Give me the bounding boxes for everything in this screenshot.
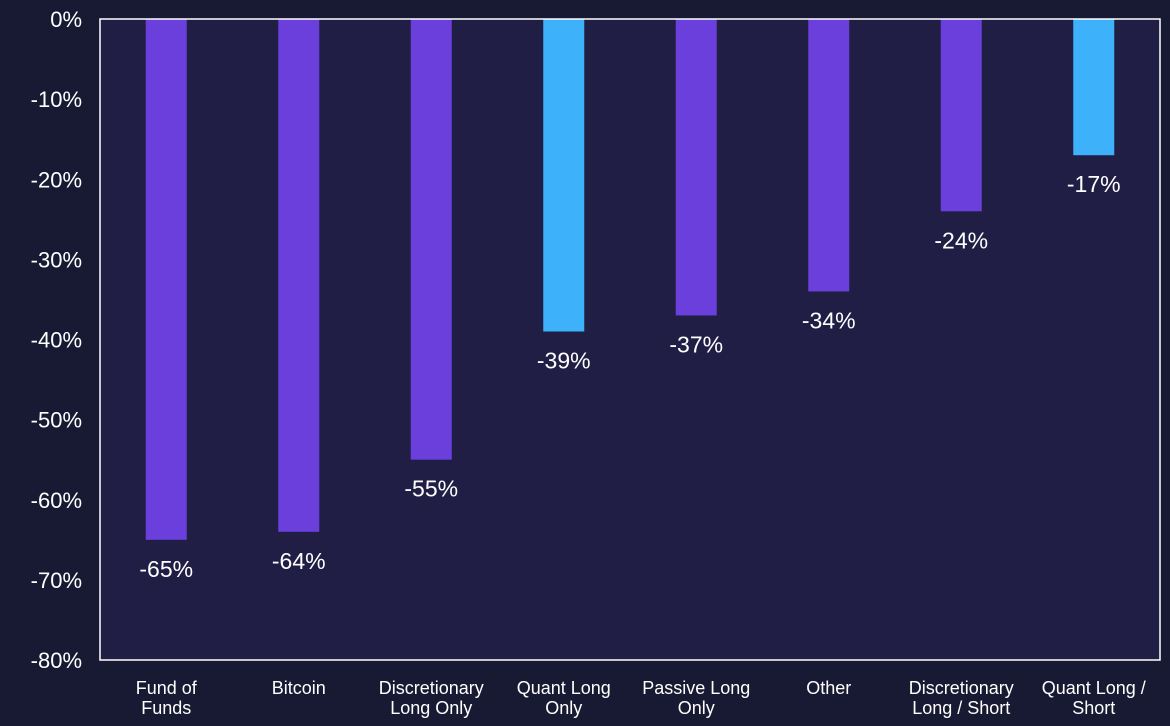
bar [145,19,187,540]
y-tick-label: -10% [31,87,82,112]
bar-group [145,19,1115,540]
y-tick-label: -70% [31,568,82,593]
data-label-group: -65% -64% -55% -39% -37% -34% -24% -17% [139,171,1120,582]
plot-frame [99,18,1161,661]
y-tick-label: 0% [50,7,82,32]
data-label: -34% [802,307,856,333]
bar [940,19,982,212]
x-axis: Fund of Funds Bitcoin Discretionary Long Onl… [136,678,1146,718]
y-tick-label: -40% [31,328,82,353]
bar [675,19,717,316]
data-label: -24% [934,227,988,253]
y-tick-label: -20% [31,167,82,192]
bar [410,19,452,460]
plot-area [100,19,1160,660]
bar [808,19,850,292]
data-label: -37% [669,331,723,357]
y-axis: 0% -10% -20% -30% -40% -50% -60% -70% -80% [31,7,82,673]
x-tick-label: Discretionary Long / Short [909,678,1014,718]
x-tick-label: Quant Long Only [517,678,611,718]
data-label: -39% [537,347,591,373]
y-tick-label: -50% [31,408,82,433]
x-tick-label: Fund of Funds [136,678,198,718]
y-tick-label: -60% [31,488,82,513]
data-label: -64% [272,548,326,574]
bar [543,19,585,332]
x-tick-label: Other [806,678,851,698]
x-tick-label: Discretionary Long Only [379,678,484,718]
x-tick-label: Bitcoin [272,678,326,698]
data-label: -17% [1067,171,1121,197]
y-tick-label: -30% [31,247,82,272]
x-tick-label: Quant Long / Short [1042,678,1146,718]
data-label: -55% [404,476,458,502]
data-label: -65% [139,556,193,582]
bar [278,19,320,532]
y-tick-label: -80% [31,648,82,673]
x-tick-label: Passive Long Only [642,678,750,718]
bar [1073,19,1115,156]
